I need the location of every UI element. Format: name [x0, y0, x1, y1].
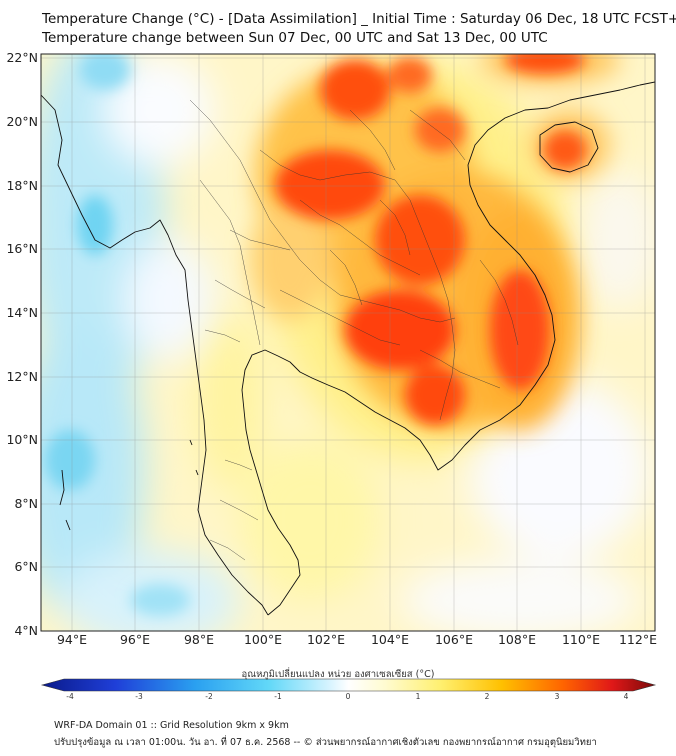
footer-model-info: WRF-DA Domain 01 :: Grid Resolution 9km … [54, 720, 289, 731]
lat-tick-18: 18°N [6, 178, 38, 193]
colorbar-tick: -4 [66, 692, 74, 701]
chart-subtitle: Temperature change between Sun 07 Dec, 0… [42, 30, 548, 46]
lon-tick-94: 94°E [56, 632, 88, 647]
colorbar [40, 678, 657, 692]
province-boundaries [189, 99, 519, 561]
colorbar-tick: -3 [135, 692, 143, 701]
lat-tick-6: 6°N [14, 559, 38, 574]
lat-tick-8: 8°N [14, 496, 38, 511]
colorbar-tick: 2 [484, 692, 490, 701]
lon-tick-96: 96°E [119, 632, 151, 647]
coastlines [41, 81, 655, 616]
lon-tick-98: 98°E [183, 632, 215, 647]
lon-tick-112: 112°E [618, 632, 657, 647]
lat-tick-4: 4°N [14, 623, 38, 638]
plot-frame [40, 53, 656, 632]
colorbar-tick: -1 [274, 692, 282, 701]
colorbar-tick: 4 [623, 692, 629, 701]
lat-tick-20: 20°N [6, 114, 38, 129]
colorbar-tick: 0 [345, 692, 351, 701]
lon-tick-110: 110°E [561, 632, 600, 647]
lon-tick-102: 102°E [306, 632, 345, 647]
lat-tick-14: 14°N [6, 305, 38, 320]
footer-update-info: ปรับปรุงข้อมูล ณ เวลา 01:00น. วัน อา. ที… [54, 737, 597, 748]
colorbar-label: อุณหภูมิเปลี่ยนแปลง หน่วย องศาเซลเซียส (… [241, 669, 435, 680]
colorbar-tick: 1 [415, 692, 421, 701]
colorbar-tick: 3 [554, 692, 560, 701]
temperature-field [41, 54, 655, 631]
lon-tick-106: 106°E [434, 632, 473, 647]
lat-tick-10: 10°N [6, 432, 38, 447]
lon-tick-100: 100°E [243, 632, 282, 647]
chart-title: Temperature Change (°C) - [Data Assimila… [42, 11, 676, 27]
colorbar-tick: -2 [205, 692, 213, 701]
lon-tick-108: 108°E [497, 632, 536, 647]
lat-tick-12: 12°N [6, 369, 38, 384]
lat-tick-22: 22°N [6, 50, 38, 65]
lon-tick-104: 104°E [370, 632, 409, 647]
lat-tick-16: 16°N [6, 241, 38, 256]
